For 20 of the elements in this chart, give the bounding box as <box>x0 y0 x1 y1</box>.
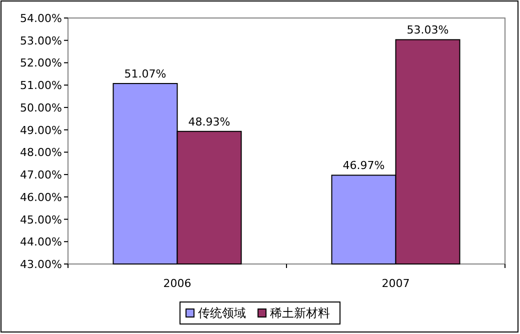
y-tick-label: 48.00% <box>20 146 62 160</box>
y-tick-label: 43.00% <box>20 258 62 271</box>
legend-label: 稀土新材料 <box>270 306 330 320</box>
x-tick-label: 2006 <box>163 277 192 290</box>
y-tick-label: 46.00% <box>20 190 62 204</box>
data-label: 48.93% <box>188 115 230 128</box>
y-tick-label: 52.00% <box>20 56 62 70</box>
y-tick-label: 45.00% <box>20 213 62 226</box>
data-label: 46.97% <box>342 159 385 172</box>
data-label: 51.07% <box>124 68 166 81</box>
y-tick-label: 44.00% <box>20 236 62 249</box>
data-label: 53.03% <box>406 24 449 37</box>
y-tick-label: 51.00% <box>20 79 62 92</box>
y-tick-label: 53.00% <box>20 34 62 48</box>
legend-label: 传统领域 <box>198 306 246 320</box>
y-tick-label: 54.00% <box>20 12 62 25</box>
y-tick-label: 47.00% <box>20 168 62 182</box>
x-tick-label: 2007 <box>382 277 410 290</box>
y-tick-label: 50.00% <box>20 101 62 114</box>
y-tick-label: 49.00% <box>20 124 62 137</box>
